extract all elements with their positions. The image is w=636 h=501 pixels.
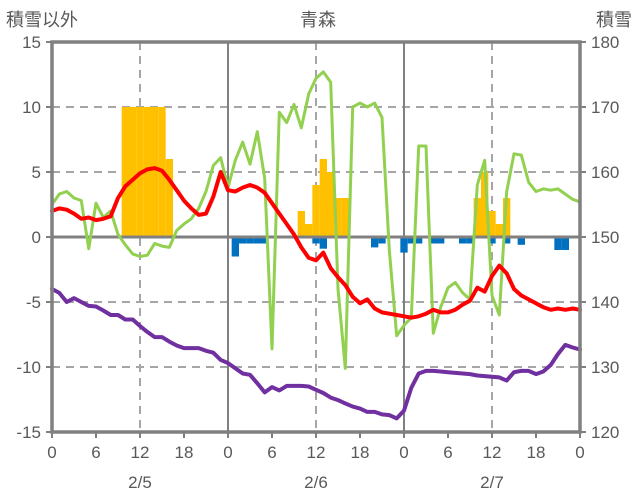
chart-title: 青森 bbox=[300, 10, 336, 30]
snowfall-bar bbox=[319, 159, 327, 237]
y-left-tick-label: 15 bbox=[22, 33, 41, 52]
negative-bar bbox=[231, 237, 239, 257]
negative-bar bbox=[239, 237, 247, 244]
negative-bar bbox=[466, 237, 474, 244]
negative-bar bbox=[246, 237, 254, 244]
x-tick-label: 0 bbox=[575, 443, 584, 462]
x-tick-label: 6 bbox=[267, 443, 276, 462]
x-tick-label: 0 bbox=[47, 443, 56, 462]
date-label: 2/7 bbox=[480, 473, 504, 492]
negative-bar bbox=[561, 237, 569, 250]
snowfall-bar bbox=[151, 107, 159, 237]
snowfall-bar bbox=[327, 172, 335, 237]
negative-bar bbox=[261, 237, 269, 244]
snowfall-bar bbox=[297, 211, 305, 237]
x-tick-label: 12 bbox=[483, 443, 502, 462]
x-tick-label: 0 bbox=[399, 443, 408, 462]
snowfall-bar bbox=[488, 211, 496, 237]
y-right-tick-label: 170 bbox=[591, 98, 619, 117]
right-axis-title: 積雪 bbox=[596, 10, 632, 30]
date-label: 2/6 bbox=[304, 473, 328, 492]
x-tick-label: 6 bbox=[91, 443, 100, 462]
x-tick-label: 6 bbox=[443, 443, 452, 462]
negative-bar bbox=[400, 237, 408, 253]
y-left-tick-label: -15 bbox=[16, 423, 41, 442]
negative-bar bbox=[503, 237, 511, 244]
x-tick-label: 12 bbox=[307, 443, 326, 462]
negative-bar bbox=[312, 237, 320, 244]
snowfall-bar bbox=[495, 224, 503, 237]
snowfall-bar bbox=[312, 185, 320, 237]
snowfall-bar bbox=[305, 224, 313, 237]
x-tick-label: 18 bbox=[527, 443, 546, 462]
negative-bar bbox=[459, 237, 467, 244]
snowfall-bar bbox=[121, 107, 129, 237]
negative-bar bbox=[554, 237, 562, 250]
negative-bar bbox=[253, 237, 261, 244]
y-right-tick-label: 160 bbox=[591, 163, 619, 182]
negative-bar bbox=[517, 237, 525, 245]
x-tick-label: 18 bbox=[175, 443, 194, 462]
x-tick-label: 12 bbox=[131, 443, 150, 462]
negative-bar bbox=[437, 237, 445, 244]
x-tick-label: 0 bbox=[223, 443, 232, 462]
x-tick-label: 18 bbox=[351, 443, 370, 462]
green-line-series bbox=[50, 70, 582, 370]
y-right-tick-label: 180 bbox=[591, 33, 619, 52]
y-right-tick-label: 140 bbox=[591, 293, 619, 312]
snowfall-bar bbox=[334, 198, 342, 237]
y-right-tick-label: 150 bbox=[591, 228, 619, 247]
y-left-tick-label: -5 bbox=[26, 293, 41, 312]
left-axis-title: 積雪以外 bbox=[6, 10, 78, 30]
y-right-tick-label: 130 bbox=[591, 358, 619, 377]
negative-bar bbox=[429, 237, 437, 244]
negative-bar bbox=[319, 237, 327, 249]
snowfall-bar bbox=[503, 198, 511, 237]
y-left-tick-label: 5 bbox=[32, 163, 41, 182]
snowfall-bar bbox=[341, 198, 349, 237]
negative-bar bbox=[371, 237, 379, 248]
negative-bar bbox=[407, 237, 415, 244]
negative-bar bbox=[378, 237, 386, 244]
snowfall-bar bbox=[143, 107, 151, 237]
y-right-tick-label: 120 bbox=[591, 423, 619, 442]
red-line-series bbox=[50, 166, 582, 320]
snowfall-bar bbox=[473, 198, 481, 237]
snowfall-bar bbox=[481, 172, 489, 237]
y-left-tick-label: 10 bbox=[22, 98, 41, 117]
snowfall-bar bbox=[129, 107, 137, 237]
y-left-tick-label: 0 bbox=[32, 228, 41, 247]
date-label: 2/5 bbox=[128, 473, 152, 492]
y-left-tick-label: -10 bbox=[16, 358, 41, 377]
snowfall-bar bbox=[165, 159, 173, 237]
negative-bar bbox=[415, 237, 423, 244]
negative-bar bbox=[488, 237, 496, 244]
purple-line-series bbox=[50, 287, 582, 421]
